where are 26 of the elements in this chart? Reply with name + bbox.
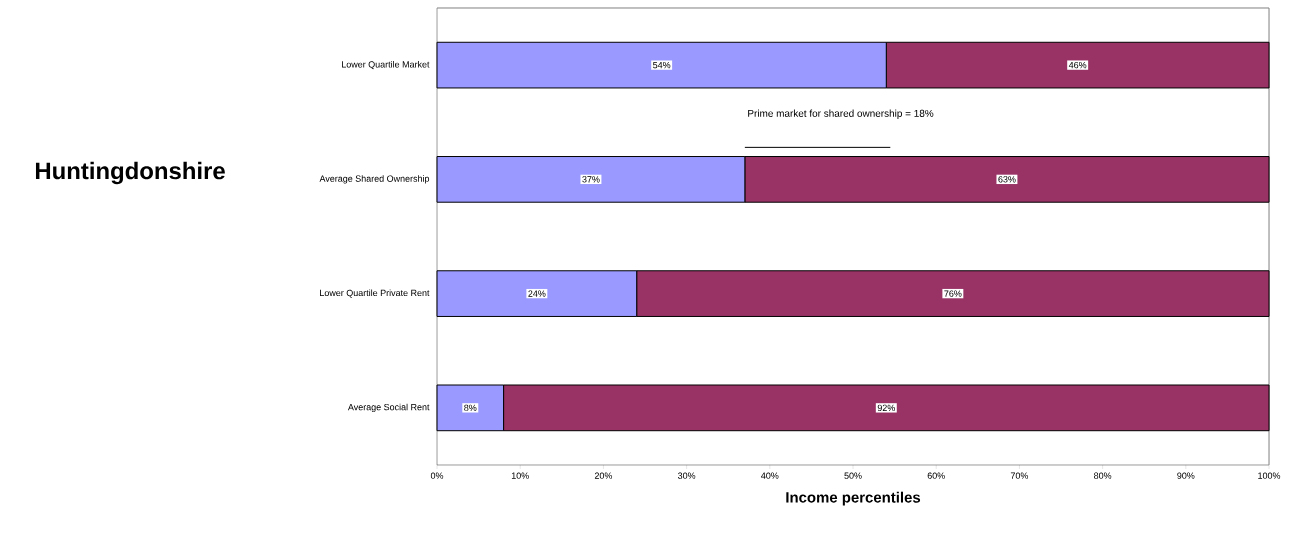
data-label: 8% [464, 404, 477, 412]
y-tick-label: Average Shared Ownership [319, 175, 430, 184]
data-label: 54% [653, 61, 671, 69]
data-label: 76% [944, 290, 962, 297]
x-tick-label: 30% [677, 472, 696, 479]
x-tick-label: 90% [1177, 472, 1195, 479]
x-tick-label: 60% [927, 472, 945, 479]
data-label: 24% [528, 290, 546, 297]
data-label: 37% [582, 176, 600, 183]
x-tick-label: 0% [430, 472, 444, 479]
text: Huntingdonshire [35, 161, 225, 185]
data-label: 92% [877, 404, 895, 412]
x-tick-label: 100% [1258, 472, 1281, 479]
data-label: 46% [1068, 61, 1087, 69]
y-tick-label: Lower Quartile Private Rent [320, 289, 430, 298]
x-tick-label: 50% [844, 472, 862, 479]
y-tick-label: Average Social Rent [347, 403, 430, 413]
x-tick-label: 70% [1010, 472, 1029, 479]
annotation: Prime market for shared ownership = 18% [748, 109, 934, 119]
data-label: 63% [998, 176, 1016, 183]
x-tick-label: 10% [511, 472, 529, 479]
x-tick-label: 80% [1094, 472, 1112, 479]
x-tick-label: 20% [594, 472, 613, 479]
y-tick-label: Lower Quartile Market [342, 61, 430, 70]
x-axis-title: Income percentiles [786, 491, 921, 506]
x-tick-label: 40% [761, 472, 779, 479]
